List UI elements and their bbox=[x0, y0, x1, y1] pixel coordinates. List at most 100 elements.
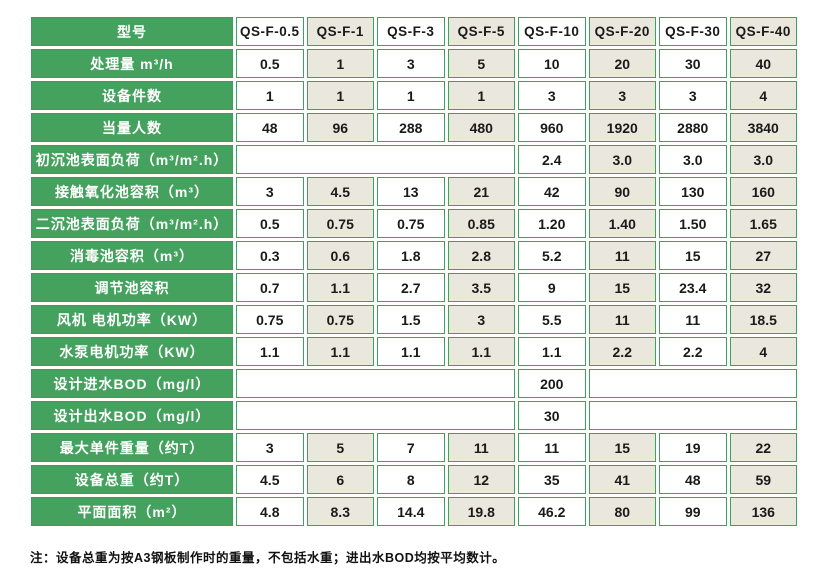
data-cell: 1 bbox=[306, 81, 374, 110]
data-cell: 2.7 bbox=[377, 273, 445, 302]
data-cell: 22 bbox=[729, 433, 797, 462]
row-label-cell: 水泵电机功率（KW） bbox=[31, 337, 233, 366]
data-cell: 1.8 bbox=[377, 241, 445, 270]
data-cell: 5 bbox=[306, 433, 374, 462]
data-cell: 19 bbox=[659, 433, 727, 462]
data-cell: 2.8 bbox=[447, 241, 515, 270]
data-cell: 1.1 bbox=[236, 337, 304, 366]
table-row: 设备件数 1 1 1 1 3 3 3 4 bbox=[31, 81, 797, 110]
row-label-cell: 最大单件重量（约T） bbox=[31, 433, 233, 462]
row-label-cell: 风机 电机功率（KW） bbox=[31, 305, 233, 334]
data-cell: 41 bbox=[588, 465, 656, 494]
model-header-cell: QS-F-30 bbox=[659, 17, 727, 46]
data-cell: 3 bbox=[377, 49, 445, 78]
data-cell: 1.65 bbox=[729, 209, 797, 238]
spec-table: 型号 QS-F-0.5 QS-F-1 QS-F-3 QS-F-5 QS-F-10 QS-F-… bbox=[28, 14, 800, 529]
row-label-cell: 设计进水BOD（mg/l） bbox=[31, 369, 233, 398]
data-cell: 1920 bbox=[588, 113, 656, 142]
footnote: 注：设备总重为按A3钢板制作时的重量，不包括水重；进出水BOD均按平均数计。 bbox=[30, 551, 506, 565]
row-label-cell: 平面面积（m²） bbox=[31, 497, 233, 526]
data-cell: 0.75 bbox=[306, 209, 374, 238]
data-cell: 11 bbox=[518, 433, 586, 462]
data-cell: 160 bbox=[729, 177, 797, 206]
data-cell: 48 bbox=[659, 465, 727, 494]
row-label-cell: 接触氧化池容积（m³） bbox=[31, 177, 233, 206]
data-cell: 0.75 bbox=[306, 305, 374, 334]
data-cell: 1.1 bbox=[518, 337, 586, 366]
table-row: 设备总重（约T） 4.5 6 8 12 35 41 48 59 bbox=[31, 465, 797, 494]
model-header-cell: QS-F-1 bbox=[306, 17, 374, 46]
data-cell: 0.7 bbox=[236, 273, 304, 302]
data-cell: 3840 bbox=[729, 113, 797, 142]
table-row: 平面面积（m²） 4.8 8.3 14.4 19.8 46.2 80 99 136 bbox=[31, 497, 797, 526]
table-row: 设计出水BOD（mg/l） 30 bbox=[31, 401, 797, 430]
data-cell: 20 bbox=[588, 49, 656, 78]
data-cell: 288 bbox=[377, 113, 445, 142]
data-cell: 2880 bbox=[659, 113, 727, 142]
data-cell: 1.1 bbox=[306, 273, 374, 302]
data-cell: 27 bbox=[729, 241, 797, 270]
table-row: 最大单件重量（约T） 3 5 7 11 11 15 19 22 bbox=[31, 433, 797, 462]
data-cell: 2.2 bbox=[588, 337, 656, 366]
data-cell: 3 bbox=[236, 433, 304, 462]
data-cell: 8.3 bbox=[306, 497, 374, 526]
data-cell: 3 bbox=[447, 305, 515, 334]
table-row: 风机 电机功率（KW） 0.75 0.75 1.5 3 5.5 11 11 18.5 bbox=[31, 305, 797, 334]
table-row: 接触氧化池容积（m³） 3 4.5 13 21 42 90 130 160 bbox=[31, 177, 797, 206]
data-cell bbox=[588, 369, 797, 398]
data-cell: 4 bbox=[729, 81, 797, 110]
data-cell: 4.5 bbox=[306, 177, 374, 206]
data-cell: 40 bbox=[729, 49, 797, 78]
data-cell: 1.5 bbox=[377, 305, 445, 334]
data-cell: 480 bbox=[447, 113, 515, 142]
data-cell: 15 bbox=[659, 241, 727, 270]
data-cell: 11 bbox=[447, 433, 515, 462]
data-cell: 11 bbox=[588, 241, 656, 270]
data-cell: 80 bbox=[588, 497, 656, 526]
data-cell: 3.0 bbox=[588, 145, 656, 174]
data-cell: 32 bbox=[729, 273, 797, 302]
data-cell: 4.8 bbox=[236, 497, 304, 526]
data-cell: 1 bbox=[236, 81, 304, 110]
data-cell: 3.5 bbox=[447, 273, 515, 302]
data-cell: 42 bbox=[518, 177, 586, 206]
data-cell: 48 bbox=[236, 113, 304, 142]
data-cell: 35 bbox=[518, 465, 586, 494]
data-cell: 6 bbox=[306, 465, 374, 494]
data-cell: 99 bbox=[659, 497, 727, 526]
table-row: 消毒池容积（m³） 0.3 0.6 1.8 2.8 5.2 11 15 27 bbox=[31, 241, 797, 270]
data-cell: 4 bbox=[729, 337, 797, 366]
row-label-cell: 设备总重（约T） bbox=[31, 465, 233, 494]
table-row: 处理量 m³/h 0.5 1 3 5 10 20 30 40 bbox=[31, 49, 797, 78]
data-cell: 5.5 bbox=[518, 305, 586, 334]
data-cell: 3.0 bbox=[659, 145, 727, 174]
data-cell: 0.85 bbox=[447, 209, 515, 238]
data-cell: 0.75 bbox=[377, 209, 445, 238]
row-label-cell: 当量人数 bbox=[31, 113, 233, 142]
data-cell: 4.5 bbox=[236, 465, 304, 494]
data-cell: 11 bbox=[659, 305, 727, 334]
model-header-cell: QS-F-0.5 bbox=[236, 17, 304, 46]
row-label-cell: 设计出水BOD（mg/l） bbox=[31, 401, 233, 430]
row-label-cell: 二沉池表面负荷（m³/m².h） bbox=[31, 209, 233, 238]
data-cell: 3 bbox=[588, 81, 656, 110]
data-cell bbox=[588, 401, 797, 430]
table-row: 水泵电机功率（KW） 1.1 1.1 1.1 1.1 1.1 2.2 2.2 4 bbox=[31, 337, 797, 366]
table-row: 当量人数 48 96 288 480 960 1920 2880 3840 bbox=[31, 113, 797, 142]
data-cell: 9 bbox=[518, 273, 586, 302]
data-cell: 5 bbox=[447, 49, 515, 78]
table-row: 设计进水BOD（mg/l） 200 bbox=[31, 369, 797, 398]
model-header-cell: QS-F-40 bbox=[729, 17, 797, 46]
data-cell: 130 bbox=[659, 177, 727, 206]
row-label-cell: 设备件数 bbox=[31, 81, 233, 110]
data-cell: 1.1 bbox=[377, 337, 445, 366]
data-cell: 59 bbox=[729, 465, 797, 494]
table-row: 调节池容积 0.7 1.1 2.7 3.5 9 15 23.4 32 bbox=[31, 273, 797, 302]
data-cell: 14.4 bbox=[377, 497, 445, 526]
data-cell: 3 bbox=[659, 81, 727, 110]
model-header-cell: QS-F-20 bbox=[588, 17, 656, 46]
data-cell: 23.4 bbox=[659, 273, 727, 302]
table-row: 二沉池表面负荷（m³/m².h） 0.5 0.75 0.75 0.85 1.20 1.40 1… bbox=[31, 209, 797, 238]
row-label-cell: 处理量 m³/h bbox=[31, 49, 233, 78]
data-cell: 19.8 bbox=[447, 497, 515, 526]
